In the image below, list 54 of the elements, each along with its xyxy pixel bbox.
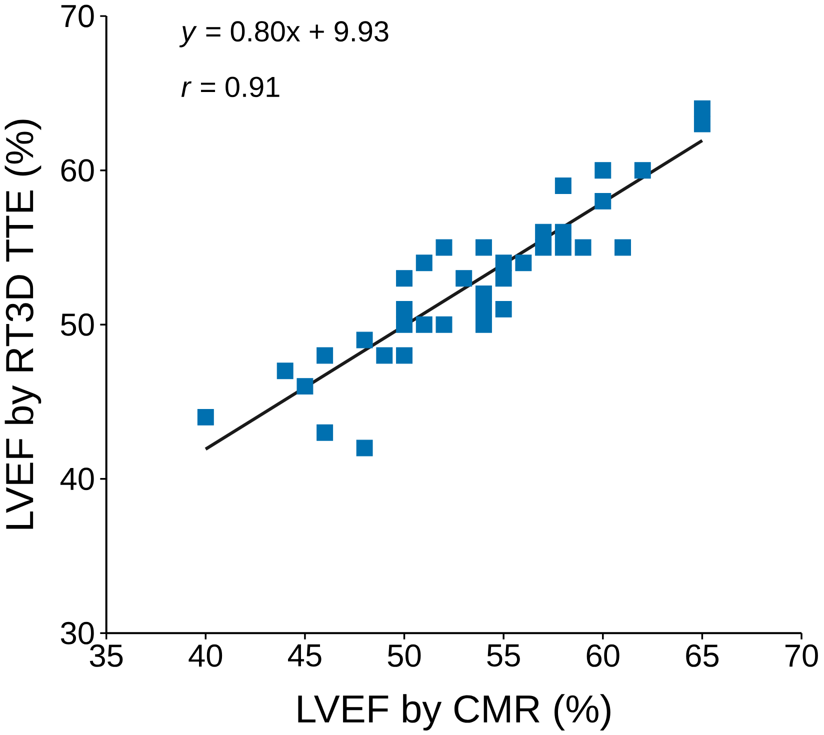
x-tick-label: 40 bbox=[188, 644, 222, 667]
point bbox=[456, 270, 472, 286]
point bbox=[356, 440, 373, 456]
point bbox=[495, 254, 512, 271]
x-tick-label: 35 bbox=[90, 644, 123, 667]
point bbox=[416, 254, 432, 271]
point bbox=[396, 347, 413, 364]
point bbox=[554, 239, 572, 256]
x-axis-title: LVEF by CMR (%) bbox=[298, 694, 610, 730]
point bbox=[396, 316, 413, 333]
point bbox=[296, 378, 314, 394]
point bbox=[574, 239, 592, 256]
point bbox=[316, 347, 334, 364]
point bbox=[634, 162, 651, 178]
point bbox=[475, 316, 492, 333]
point bbox=[594, 192, 612, 210]
point bbox=[475, 239, 492, 256]
point bbox=[396, 300, 413, 318]
y-tick-label: 50 bbox=[61, 313, 94, 336]
annotation: y = 0.80x + 9.93 bbox=[179, 21, 388, 48]
point bbox=[436, 239, 452, 256]
point bbox=[416, 316, 432, 333]
point bbox=[316, 424, 334, 441]
x-tick-label: 60 bbox=[586, 644, 620, 667]
point bbox=[694, 100, 710, 117]
point bbox=[436, 316, 452, 333]
x-tick-label: 45 bbox=[288, 644, 322, 666]
point bbox=[614, 239, 631, 256]
x-tick-label: 70 bbox=[785, 644, 818, 667]
y-tick-label: 70 bbox=[61, 4, 94, 28]
x-tick-label: 65 bbox=[686, 644, 719, 667]
point bbox=[535, 239, 552, 256]
point bbox=[197, 408, 214, 426]
annotation: r = 0.91 bbox=[181, 76, 280, 97]
x-tick-label: 50 bbox=[388, 644, 421, 667]
y-tick-label: 40 bbox=[60, 467, 94, 490]
point bbox=[396, 270, 413, 286]
y-axis-title: LVEF by RT3D TTE (%) bbox=[4, 120, 42, 529]
point bbox=[535, 224, 552, 240]
point bbox=[554, 177, 572, 194]
point bbox=[475, 285, 492, 302]
point bbox=[276, 362, 294, 379]
x-tick-label: 55 bbox=[487, 644, 520, 666]
point bbox=[694, 116, 710, 132]
point bbox=[495, 300, 512, 318]
point bbox=[356, 332, 373, 348]
point bbox=[515, 254, 532, 271]
point bbox=[376, 347, 393, 364]
y-tick-label: 60 bbox=[61, 158, 94, 182]
y-tick-label: 30 bbox=[60, 622, 94, 644]
point bbox=[554, 224, 572, 240]
point bbox=[495, 270, 512, 286]
point bbox=[594, 162, 612, 178]
point bbox=[475, 300, 492, 318]
